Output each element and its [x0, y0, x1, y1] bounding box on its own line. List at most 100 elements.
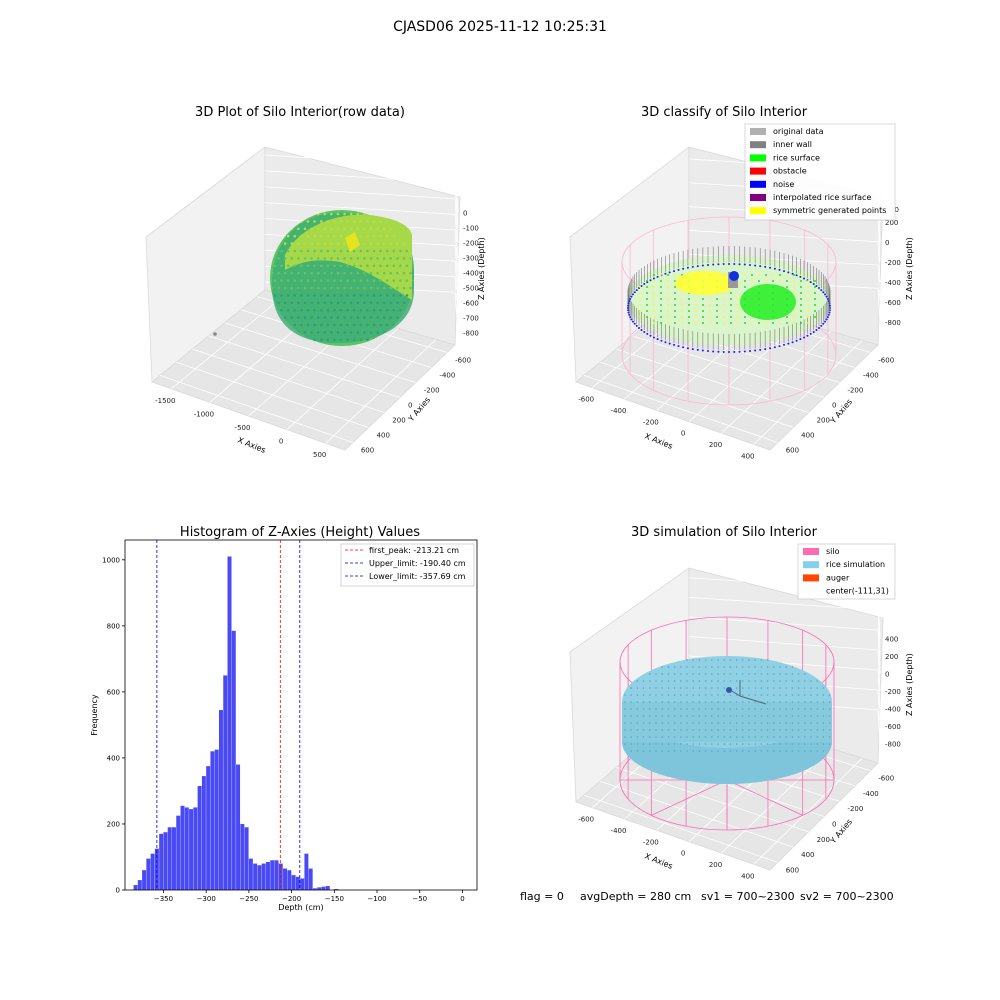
panel1-point — [376, 242, 379, 245]
panel4-rice-point — [717, 750, 719, 752]
panel4-rice-point — [661, 687, 663, 689]
panel4-rice-point — [791, 680, 794, 682]
panel1-point — [283, 316, 287, 319]
panel4-rice-point — [717, 736, 719, 738]
panel4-rice-point — [649, 673, 651, 675]
panel4-rice-point — [754, 694, 756, 696]
histogram-bar — [257, 865, 262, 890]
panel1-point — [369, 316, 373, 319]
panel4-zlabel: Z Axies (Depth) — [905, 653, 914, 716]
p4-grid-z — [877, 629, 881, 674]
panel4-rice-point — [791, 729, 794, 731]
panel1-point — [392, 264, 396, 268]
panel2-noise-point — [649, 334, 652, 337]
panel2-surface-point — [807, 298, 809, 300]
p4-grid-z — [877, 609, 881, 657]
panel2-surface-point — [646, 286, 648, 288]
panel4-rice-point — [649, 680, 651, 682]
panel4-rice-point — [692, 722, 694, 724]
panel1-point — [319, 323, 323, 327]
panel4-rice-point — [822, 715, 825, 717]
panel2-noise-point — [817, 326, 820, 329]
p1-y-tick-label: 600 — [361, 447, 374, 455]
panel4-rice-point — [797, 736, 800, 738]
panel1-point — [326, 264, 330, 268]
histogram-bar — [133, 885, 138, 890]
panel4-rice-point — [630, 687, 632, 689]
panel4-rice-point — [642, 701, 645, 703]
p4-legend-label: silo — [826, 547, 840, 556]
panel1-point — [372, 249, 376, 253]
panel1-point — [326, 323, 330, 327]
panel4-rice-point — [692, 673, 694, 675]
histogram-bar — [244, 827, 249, 890]
panel4-rice-point — [711, 750, 713, 752]
panel1-point — [369, 271, 373, 275]
p2-legend-swatch — [750, 128, 766, 135]
panel4-rice-point — [779, 694, 781, 696]
panel4-rice-point — [698, 715, 701, 717]
panel1-point — [349, 331, 353, 334]
panel4-rice-point — [711, 701, 713, 703]
panel4-rice-point — [816, 722, 818, 724]
panel1-point — [343, 316, 346, 319]
histogram-bar — [265, 861, 270, 890]
panel4-rice-point — [791, 673, 794, 675]
panel1-point — [290, 257, 294, 260]
panel4-rice-point — [667, 701, 670, 703]
panel4-rice-point — [735, 687, 738, 689]
panel4-rice-point — [766, 673, 769, 675]
panel2-surface-point — [653, 316, 655, 318]
panel1-point — [306, 294, 310, 297]
panel2-noise-point — [660, 339, 663, 342]
panel2-surface-point — [695, 322, 697, 324]
panel4-rice-point — [649, 687, 651, 689]
p4-grid-z — [688, 636, 879, 651]
panel1-point — [297, 271, 300, 275]
panel4-rice-point — [729, 680, 732, 682]
panel4-rice-point — [754, 729, 756, 731]
panel4-rice-point — [804, 750, 806, 752]
panel4-rice-point — [698, 743, 701, 745]
panel4-rice-point — [748, 722, 750, 724]
panel4-rice-point — [630, 750, 632, 752]
panel4-rice-point — [649, 708, 651, 710]
panel4-rice-point — [766, 729, 769, 731]
panel2-surface-point — [660, 286, 662, 288]
panel4-rice-point — [748, 666, 750, 668]
p2-y-tick-label: -600 — [878, 357, 894, 365]
histogram-bar — [236, 764, 241, 890]
panel1-point — [290, 242, 294, 245]
panel2-surface-point — [793, 274, 795, 276]
panel1-x-ticks: -1500 -1000 -500 0 500 — [155, 397, 326, 459]
panel2-surface-point — [800, 316, 802, 318]
panel4-rice-point — [828, 708, 831, 710]
panel4-rice-point — [704, 659, 707, 661]
panel1-point — [366, 220, 369, 223]
panel4-rice-point — [816, 694, 818, 696]
histogram-bar — [150, 853, 155, 890]
panel2-surface-point — [660, 292, 662, 294]
panel2-surface-point — [730, 310, 732, 312]
panel4-rice-point — [655, 708, 657, 710]
panel1-point — [379, 308, 382, 312]
panel4-rice-point — [673, 722, 676, 724]
panel4-rice-point — [791, 722, 794, 724]
panel4-title: 3D simulation of Silo Interior — [631, 525, 818, 540]
panel1-point — [316, 257, 320, 260]
panel4-rice-point — [723, 659, 725, 661]
panel1-point — [379, 264, 382, 268]
panel2-noise-point — [778, 268, 781, 271]
panel2-surface-point — [702, 304, 704, 306]
panel4-rice-point — [649, 736, 651, 738]
panel4-rice-point — [779, 736, 781, 738]
panel4-rice-point — [810, 736, 812, 738]
panel1-point — [330, 286, 333, 290]
panel1-point — [326, 338, 330, 342]
panel2-noise-point — [717, 263, 720, 266]
panel3-xlabel: Depth (cm) — [278, 903, 323, 912]
panel4-rice-point — [723, 666, 725, 668]
panel2-surface-point — [653, 280, 655, 282]
panel4-rice-point — [667, 694, 670, 696]
panel2-surface-point — [779, 322, 781, 324]
